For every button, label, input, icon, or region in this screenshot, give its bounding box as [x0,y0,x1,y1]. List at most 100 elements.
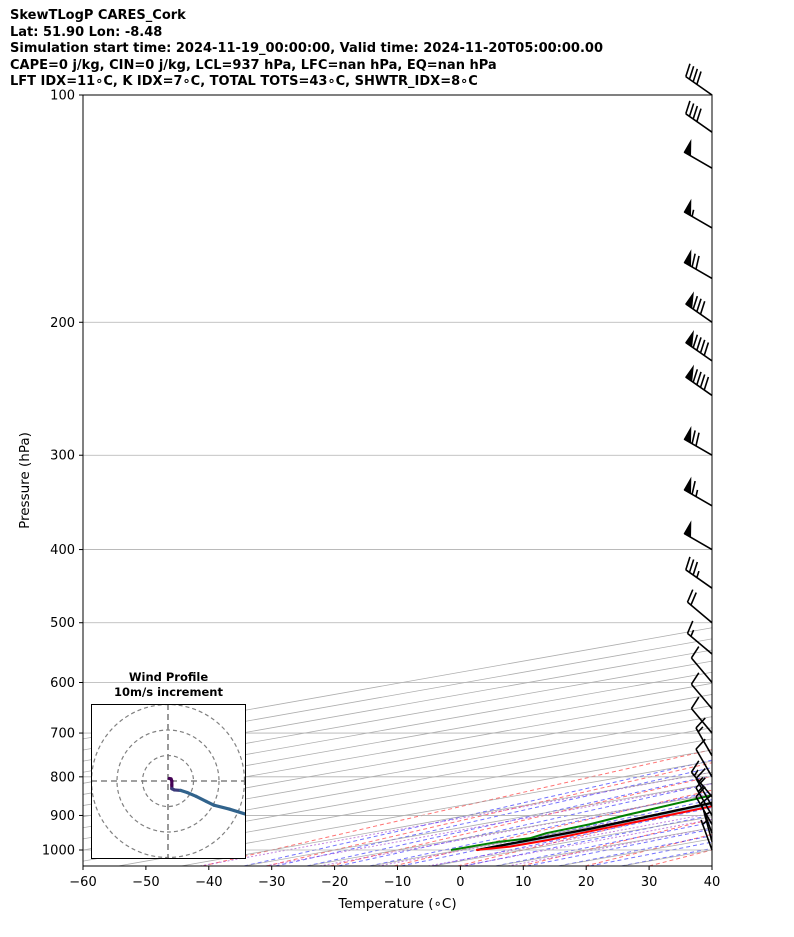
wind-barb [685,330,713,362]
wind-barb-full [690,696,700,709]
moist-adiabat [526,828,712,866]
wind-barb-flag [683,249,692,267]
wind-barb-staff [695,787,713,816]
wind-barb-full [691,480,696,495]
isotherm [432,816,712,866]
wind-barb [690,696,713,734]
isotherm [83,694,712,806]
y-tick-label: 1000 [42,844,75,859]
dry-adiabat [393,789,712,866]
x-tick-label: 20 [578,875,595,890]
wind-barb [695,717,713,757]
y-tick-label: 100 [50,89,75,104]
wind-barb-full [692,369,699,383]
wind-barb-staff [685,113,713,133]
x-tick-label: −10 [384,875,411,890]
wind-barb-full [696,108,702,122]
dry-adiabat [521,818,712,866]
wind-barb-full [696,71,702,85]
wind-barb-full [685,63,691,77]
x-tick-label: −20 [321,875,348,890]
isotherm [83,627,712,740]
wind-barb-staff [695,727,713,757]
isotherm [83,716,712,829]
x-axis-label: Temperature (∘C) [337,896,456,912]
moist-adiabat [589,841,712,866]
index-line: LFT IDX=11∘C, K IDX=7∘C, TOTAL TOTS=43∘C… [10,74,478,89]
hodograph-subtitle: 10m/s increment [114,685,223,699]
wind-barb-flag [683,426,692,444]
wind-barb-full [690,646,700,659]
isotherm [83,705,712,818]
wind-barb-staff [690,683,713,710]
wind-barb-full [695,255,700,270]
moist-adiabat [338,782,712,866]
wind-barb [685,364,713,397]
moist-adiabat [432,807,712,866]
x-tick-label: −60 [69,875,96,890]
wind-barb-full [686,589,694,603]
moist-adiabat [275,767,712,866]
cape-cin-shading [476,802,712,850]
dewpoint-line [450,794,712,851]
moist-adiabat [306,774,712,866]
wind-barb-flag [683,476,692,495]
hodograph-title: Wind Profile [128,670,209,684]
wind-barb-full [696,298,702,312]
wind-barb-full [695,767,706,780]
isotherm [495,827,712,866]
isotherm [558,838,712,866]
wind-barb-half [693,769,699,777]
wind-barb-full [691,253,696,268]
wind-barb [683,426,713,456]
wind-barb-full [699,301,706,315]
wind-barb [695,786,713,825]
dry-adiabat [713,95,794,866]
time-line: Simulation start time: 2024-11-19_00:00:… [10,41,603,56]
wind-barb-staff [685,569,713,589]
wind-barb-full [695,717,706,729]
isotherm [83,671,712,784]
x-tick-label: 40 [704,875,721,890]
wind-barb-staff [690,708,713,734]
wind-barb-full [696,337,702,351]
wind-barb-full [690,592,697,606]
wind-barb-staff [695,796,713,825]
wind-barb [683,198,713,229]
wind-barb [685,100,713,133]
wind-barb-flag [685,364,694,383]
y-tick-label: 600 [50,676,75,691]
y-tick-label: 800 [50,770,75,785]
x-tick-label: −30 [258,875,285,890]
wind-barb [685,556,713,589]
hodograph [91,704,246,859]
wind-barb [683,476,713,507]
wind-barb-staff [700,819,713,851]
wind-barb-flag [685,291,694,309]
y-tick-label: 300 [50,449,75,464]
y-axis-label: Pressure (hPa) [17,432,33,529]
location-line: Lat: 51.90 Lon: -8.48 [10,24,163,40]
wind-barb [695,738,713,778]
wind-barb [683,520,713,551]
dry-adiabat [457,803,712,866]
wind-barb [683,138,713,169]
wind-barb-full [688,103,695,117]
wind-barb-flag [683,520,692,539]
wind-barb-full [692,334,699,348]
wind-barb [690,672,713,710]
isotherm [83,682,712,795]
moist-adiabat [558,835,712,866]
wind-barb [686,620,713,655]
x-tick-label: 0 [456,875,464,890]
y-tick-label: 500 [50,616,75,631]
wind-barb-full [692,295,699,310]
wind-barb-full [695,786,706,798]
mixing-ratio-line [319,793,712,866]
moist-adiabat [495,821,712,866]
chart-title: SkewTLogP CARES_Cork [10,8,186,23]
isotherm [83,727,712,840]
dry-adiabat [266,762,712,866]
wind-barb-full [691,430,696,444]
